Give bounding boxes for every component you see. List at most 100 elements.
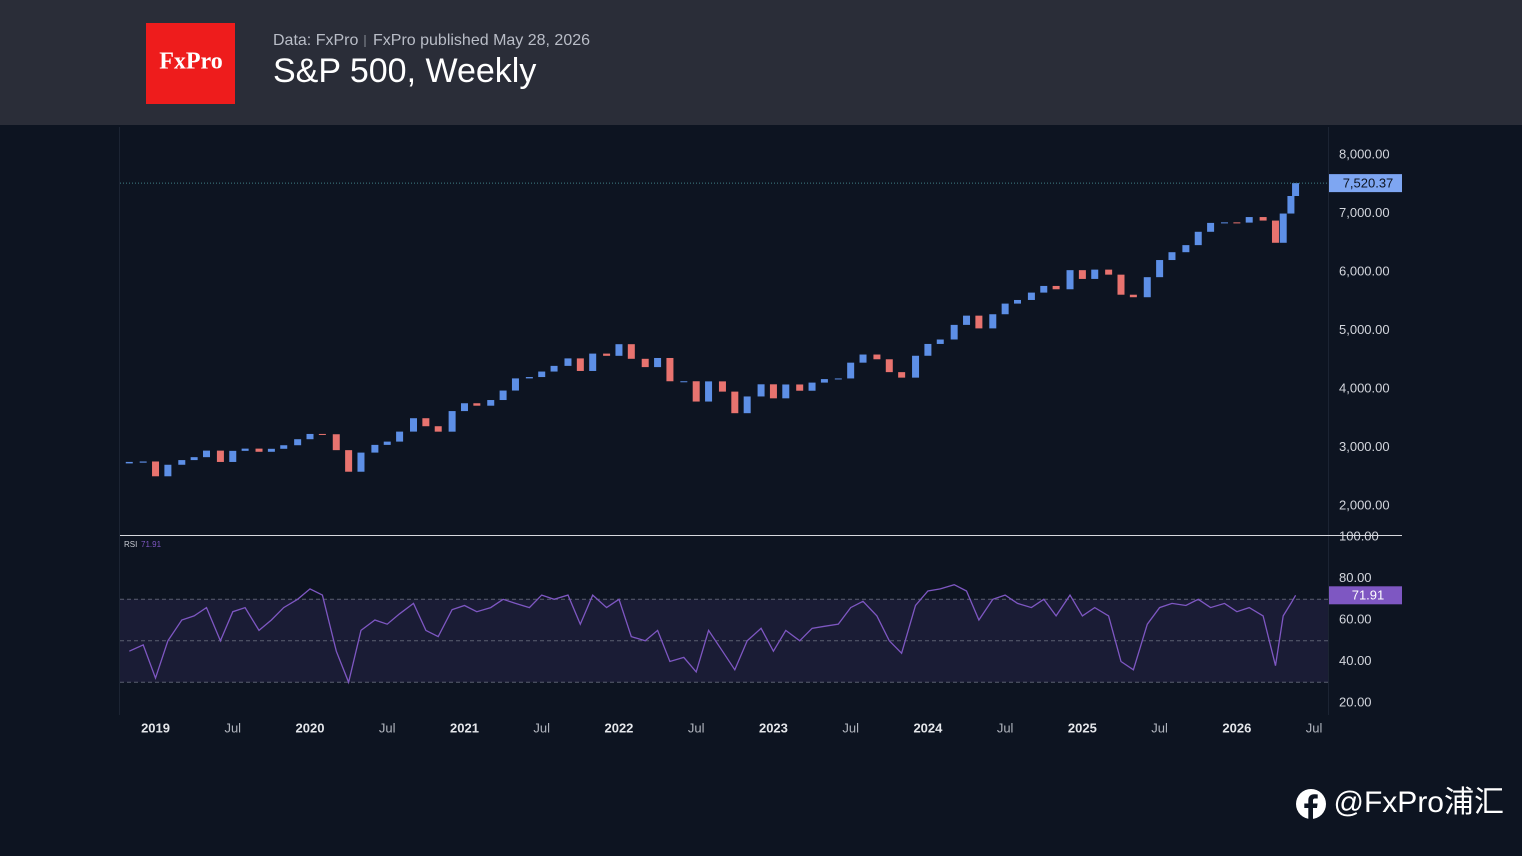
candle [1105, 269, 1113, 275]
candle [139, 461, 147, 463]
x-tick-label: 2024 [913, 720, 943, 735]
watermark: @FxPro浦汇 [1334, 786, 1504, 819]
candle [705, 381, 713, 402]
candle [306, 433, 314, 440]
candle [255, 448, 263, 452]
candle [1207, 222, 1215, 232]
y-tick-label: 7,000.00 [1339, 205, 1390, 220]
x-tick-label: Jul [997, 720, 1014, 735]
subtitle: FxPro published May 28, 2026 [373, 32, 590, 49]
x-tick-label: 2026 [1222, 720, 1251, 735]
price-badge-label: 7,520.37 [1343, 176, 1394, 191]
candle [1091, 269, 1099, 279]
legend-value: 71.91 [141, 540, 162, 549]
x-tick-label: 2023 [759, 720, 788, 735]
candle [434, 426, 442, 432]
y-tick-label: 80.00 [1339, 570, 1372, 585]
y-tick-label: 5,000.00 [1339, 322, 1390, 337]
candle [743, 396, 751, 414]
candle [924, 343, 932, 356]
candle [1014, 299, 1022, 304]
y-tick-label: 4,000.00 [1339, 380, 1390, 395]
candle [525, 377, 533, 379]
candle [1078, 270, 1086, 279]
candle [499, 390, 507, 401]
candle [1052, 285, 1060, 290]
candle [1040, 285, 1048, 293]
candle [641, 358, 649, 368]
candle [1182, 245, 1190, 253]
candle [731, 391, 739, 414]
candle [1221, 222, 1229, 224]
candle [410, 418, 418, 432]
candle [229, 450, 237, 462]
facebook-glyph [1304, 794, 1318, 820]
candle [1233, 222, 1241, 224]
candle [190, 457, 198, 461]
candle [834, 378, 842, 380]
candle [564, 358, 572, 366]
x-tick-label: Jul [842, 720, 859, 735]
candle [1143, 277, 1151, 298]
candle [1292, 183, 1300, 197]
candle [975, 315, 983, 329]
y-tick-label: 2,000.00 [1339, 497, 1390, 512]
y-tick-label: 8,000.00 [1339, 147, 1390, 162]
y-tick-label: 100.00 [1339, 528, 1379, 543]
x-tick-label: Jul [1306, 720, 1323, 735]
candle [164, 464, 172, 477]
x-tick-label: Jul [224, 720, 241, 735]
candle [627, 344, 635, 359]
legend-name: RSI [124, 540, 137, 549]
candle [460, 403, 468, 412]
candle [1194, 231, 1202, 246]
x-tick-label: Jul [533, 720, 550, 735]
candle [820, 379, 828, 383]
candle [885, 359, 893, 373]
candle [448, 411, 456, 432]
x-tick-label: Jul [1151, 720, 1168, 735]
candle [718, 381, 726, 392]
y-tick-label: 20.00 [1339, 694, 1372, 709]
candle [267, 448, 275, 452]
candle [589, 353, 597, 371]
candle [1129, 294, 1137, 298]
candle [796, 384, 804, 391]
source: Data: FxPro [273, 32, 358, 49]
candle [782, 384, 790, 399]
candle [487, 400, 495, 406]
candle [808, 382, 816, 391]
x-tick-label: 2020 [296, 720, 325, 735]
candle [1027, 292, 1035, 300]
candle [1156, 260, 1164, 278]
y-tick-label: 6,000.00 [1339, 263, 1390, 278]
y-tick-label: 40.00 [1339, 653, 1372, 668]
candle [422, 418, 430, 427]
candle [511, 378, 519, 391]
candle [473, 403, 481, 406]
y-tick-label: 60.00 [1339, 611, 1372, 626]
candle [178, 460, 186, 465]
candle [950, 324, 958, 340]
candle [1259, 217, 1267, 221]
candle [318, 433, 326, 435]
candle [1066, 270, 1074, 290]
candle [912, 355, 920, 378]
candle [615, 344, 623, 356]
candle [550, 365, 558, 372]
rsi-line [129, 584, 1297, 685]
candle [345, 450, 353, 472]
y-tick-label: 3,000.00 [1339, 439, 1390, 454]
candle [203, 450, 211, 458]
candle [357, 452, 365, 472]
candle [294, 439, 302, 446]
candle [1279, 213, 1287, 243]
candle [680, 381, 688, 383]
candle [1245, 217, 1253, 223]
candle [280, 445, 288, 449]
logo-text: FxPro [159, 49, 223, 75]
candle [1117, 274, 1125, 295]
candle [692, 381, 700, 402]
